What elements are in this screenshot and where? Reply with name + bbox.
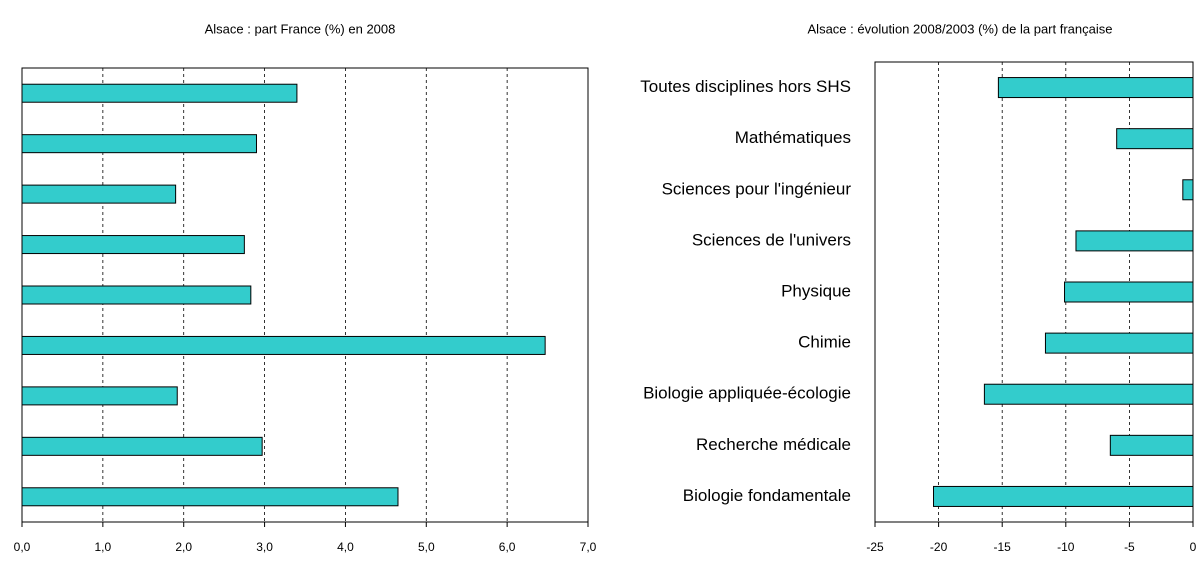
bar [21,134,257,154]
bar [21,386,178,406]
x-tick-label: 0,0 [14,540,31,554]
chart-title: Alsace : part France (%) en 2008 [205,21,396,36]
x-tick-label: 3,0 [256,540,273,554]
x-tick-label: -20 [930,540,948,554]
category-label: Biologie appliquée-écologie [643,384,851,403]
x-tick-label: -5 [1124,540,1135,554]
category-label: Physique [781,281,851,300]
bar [21,436,263,456]
bar [21,235,245,255]
x-tick-label: 2,0 [175,540,192,554]
bar [1064,281,1194,303]
category-label: Chimie [798,333,851,352]
x-tick-label: -10 [1057,540,1075,554]
x-tick-label: 7,0 [580,540,597,554]
chart-title: Alsace : évolution 2008/2003 (%) de la p… [808,21,1113,36]
category-label: Sciences pour l'ingénieur [662,179,852,198]
bar [21,184,177,204]
x-tick-label: -15 [994,540,1012,554]
bar [21,487,399,507]
x-tick-label: 1,0 [95,540,112,554]
bar [1075,230,1194,252]
bar [933,485,1194,507]
bar [983,383,1194,405]
category-label: Sciences de l'univers [692,230,851,249]
category-label: Biologie fondamentale [683,486,851,505]
bar [1044,332,1194,354]
bar [1116,128,1194,150]
bar [1182,179,1194,201]
x-tick-label: 4,0 [337,540,354,554]
bar [21,83,298,103]
bar [1109,434,1194,456]
category-label: Mathématiques [735,128,851,147]
x-tick-label: 5,0 [418,540,435,554]
category-label: Recherche médicale [696,435,851,454]
category-label: Toutes disciplines hors SHS [640,77,851,96]
x-tick-label: 0 [1190,540,1197,554]
x-tick-label: -25 [866,540,884,554]
bar [997,77,1194,99]
bar [21,285,252,305]
x-tick-label: 6,0 [499,540,516,554]
bar [21,335,546,355]
